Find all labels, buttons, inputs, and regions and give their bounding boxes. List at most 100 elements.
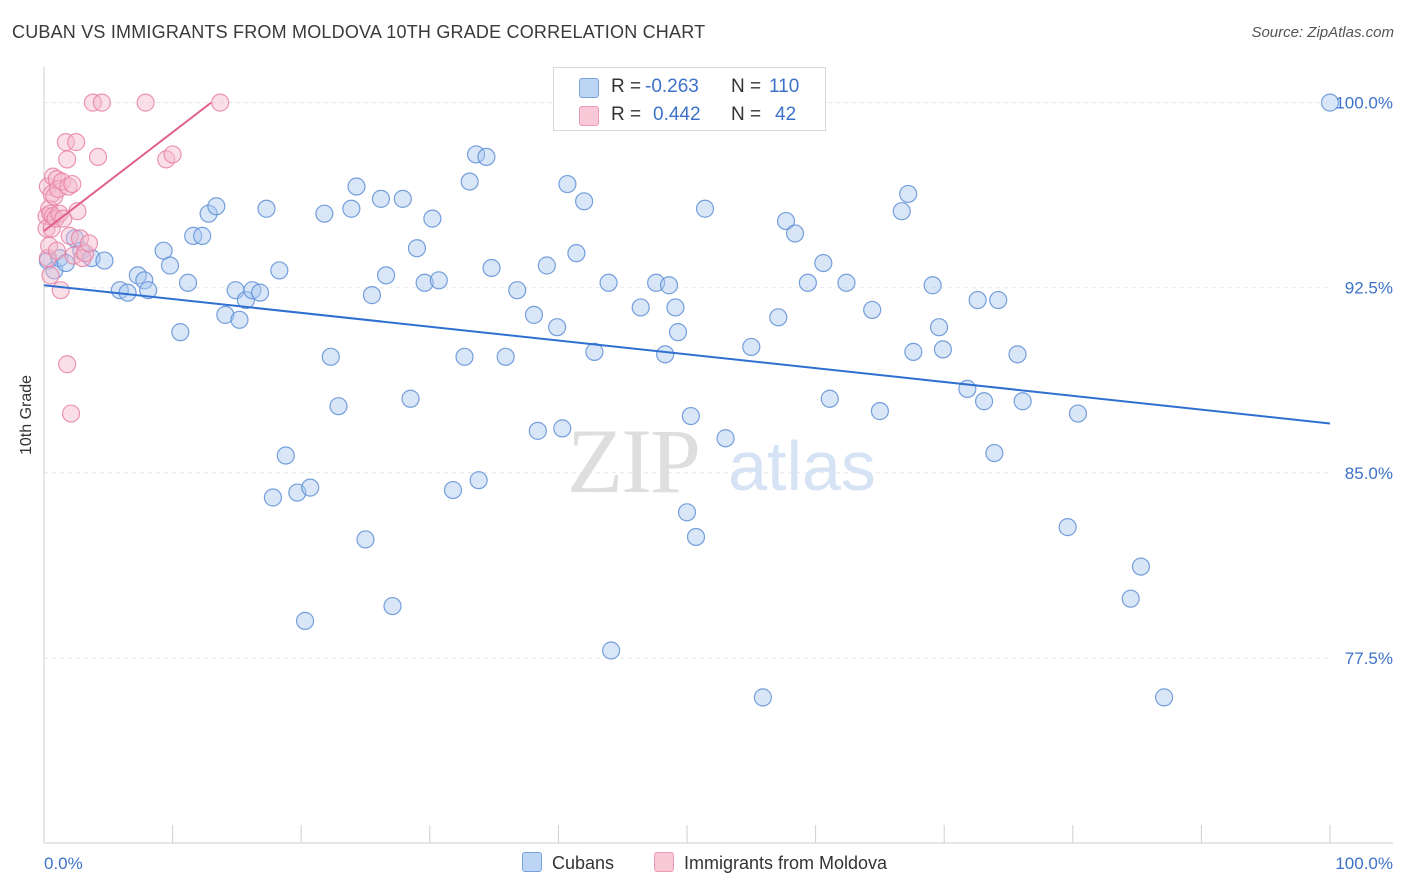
trend-line-cubans <box>43 284 1331 425</box>
data-point <box>455 347 474 366</box>
data-point <box>79 234 99 253</box>
data-point <box>863 300 882 320</box>
data-point <box>47 241 66 260</box>
data-point <box>776 211 796 231</box>
data-point <box>207 197 226 216</box>
data-point <box>236 290 256 310</box>
legend-n-value: 110 <box>769 76 800 97</box>
data-point <box>585 342 604 361</box>
data-point <box>356 530 375 549</box>
data-point <box>1155 688 1174 707</box>
data-point <box>716 429 735 448</box>
correlation-legend: R = -0.263 N = 110 R = 0.442 N = 42 <box>553 67 826 131</box>
data-point <box>63 174 82 194</box>
data-point <box>1013 392 1032 411</box>
legend-row-moldova: R = 0.442 N = 42 <box>554 100 825 128</box>
data-point <box>985 443 1004 463</box>
data-point <box>899 184 918 204</box>
data-point <box>496 347 515 366</box>
legend-n-label: N = <box>731 76 762 97</box>
data-point <box>199 204 218 223</box>
watermark-zip: ZIP <box>567 410 699 512</box>
data-point <box>785 224 805 243</box>
data-point <box>524 305 544 324</box>
legend-label-moldova: Immigrants from Moldova <box>684 853 888 873</box>
data-point <box>814 253 833 273</box>
data-point <box>407 239 427 258</box>
data-point <box>383 596 402 616</box>
cubans-points <box>38 93 1340 707</box>
data-point <box>558 174 577 194</box>
watermark-atlas: atlas <box>728 427 876 505</box>
data-point <box>798 273 817 292</box>
data-point <box>695 199 715 218</box>
data-point <box>968 290 987 310</box>
data-point <box>677 503 697 522</box>
moldova-points <box>37 93 230 423</box>
y-tick-label: 92.5% <box>1345 279 1393 298</box>
data-point <box>376 266 396 285</box>
data-point <box>301 478 320 497</box>
data-point <box>193 226 212 245</box>
data-point <box>742 337 761 357</box>
data-point <box>599 273 618 292</box>
data-point <box>904 342 923 361</box>
legend-swatch-pink <box>579 106 599 126</box>
data-point <box>250 283 270 302</box>
axes <box>43 67 1393 844</box>
data-point <box>429 271 448 290</box>
data-point <box>631 298 650 317</box>
data-point <box>602 641 621 660</box>
data-point <box>753 688 772 707</box>
data-point <box>923 276 942 295</box>
data-point <box>537 256 556 275</box>
data-point <box>95 251 114 270</box>
data-point <box>230 310 249 329</box>
data-point <box>342 199 361 218</box>
legend-swatch-blue <box>522 852 542 872</box>
data-point <box>656 345 675 364</box>
data-point <box>321 347 340 366</box>
data-point <box>401 389 420 408</box>
data-point <box>460 172 479 191</box>
data-point <box>58 355 77 374</box>
legend-item-moldova: Immigrants from Moldova <box>654 852 887 874</box>
data-point <box>415 273 434 292</box>
legend-swatch-blue <box>579 78 599 98</box>
data-point <box>61 404 81 423</box>
legend-r-label: R = <box>611 76 642 97</box>
data-point <box>528 421 547 440</box>
data-point <box>56 253 75 273</box>
data-point <box>211 93 230 112</box>
data-point <box>135 271 154 290</box>
data-point <box>76 244 95 263</box>
data-point <box>548 318 567 337</box>
data-point <box>371 189 391 208</box>
data-point <box>263 488 283 507</box>
data-point <box>686 527 706 547</box>
watermark: ZIP atlas <box>567 410 876 512</box>
data-point <box>58 150 77 169</box>
y-tick-label: 77.5% <box>1345 649 1393 668</box>
legend-row-cubans: R = -0.263 N = 110 <box>554 72 825 100</box>
y-tick-label: 85.0% <box>1345 464 1393 483</box>
data-point <box>270 261 289 280</box>
data-point <box>553 419 572 438</box>
data-point <box>1320 93 1340 112</box>
data-point <box>1008 345 1027 364</box>
data-point <box>41 266 60 285</box>
data-point <box>171 323 190 342</box>
data-point <box>1068 404 1088 423</box>
legend-r-value: -0.263 <box>645 76 699 97</box>
y-tick-label: 100.0% <box>1335 94 1393 113</box>
data-point <box>482 258 501 278</box>
data-point <box>820 389 839 408</box>
legend-r-value: 0.442 <box>653 104 701 125</box>
data-point <box>508 281 527 300</box>
data-point <box>870 402 890 421</box>
source-label: Source: ZipAtlas.com <box>1251 24 1394 41</box>
data-point <box>974 392 994 411</box>
x-tick-label: 100.0% <box>1335 854 1393 873</box>
data-point <box>92 93 111 112</box>
trend-lines <box>43 101 1331 425</box>
